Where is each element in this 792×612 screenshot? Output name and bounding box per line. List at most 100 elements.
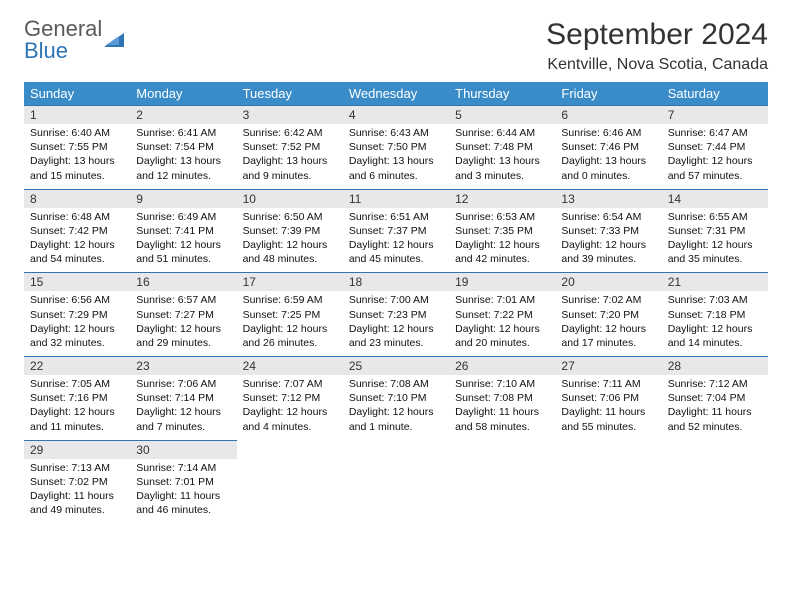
calendar-cell bbox=[343, 440, 449, 523]
detail-line: Sunrise: 6:47 AM bbox=[668, 126, 762, 140]
day-number: 29 bbox=[24, 441, 130, 459]
day-details: Sunrise: 7:10 AMSunset: 7:08 PMDaylight:… bbox=[449, 375, 555, 440]
detail-line: Sunrise: 7:12 AM bbox=[668, 377, 762, 391]
weekday-header-row: SundayMondayTuesdayWednesdayThursdayFrid… bbox=[24, 82, 768, 106]
detail-line: Sunrise: 7:00 AM bbox=[349, 293, 443, 307]
day-details: Sunrise: 7:11 AMSunset: 7:06 PMDaylight:… bbox=[555, 375, 661, 440]
detail-line: Daylight: 12 hours bbox=[136, 405, 230, 419]
detail-line: Sunrise: 7:06 AM bbox=[136, 377, 230, 391]
calendar-cell: 24Sunrise: 7:07 AMSunset: 7:12 PMDayligh… bbox=[237, 357, 343, 441]
month-title: September 2024 bbox=[546, 18, 768, 52]
calendar-cell: 26Sunrise: 7:10 AMSunset: 7:08 PMDayligh… bbox=[449, 357, 555, 441]
detail-line: Sunrise: 7:10 AM bbox=[455, 377, 549, 391]
day-details: Sunrise: 6:55 AMSunset: 7:31 PMDaylight:… bbox=[662, 208, 768, 273]
logo-text-blue: Blue bbox=[24, 40, 102, 62]
detail-line: Daylight: 11 hours bbox=[30, 489, 124, 503]
day-number: 6 bbox=[555, 106, 661, 124]
detail-line: Sunset: 7:08 PM bbox=[455, 391, 549, 405]
calendar-cell: 27Sunrise: 7:11 AMSunset: 7:06 PMDayligh… bbox=[555, 357, 661, 441]
day-details: Sunrise: 6:56 AMSunset: 7:29 PMDaylight:… bbox=[24, 291, 130, 356]
detail-line: Sunset: 7:54 PM bbox=[136, 140, 230, 154]
calendar-cell: 9Sunrise: 6:49 AMSunset: 7:41 PMDaylight… bbox=[130, 189, 236, 273]
detail-line: Sunrise: 6:57 AM bbox=[136, 293, 230, 307]
calendar-cell bbox=[237, 440, 343, 523]
day-details: Sunrise: 6:50 AMSunset: 7:39 PMDaylight:… bbox=[237, 208, 343, 273]
day-details: Sunrise: 6:49 AMSunset: 7:41 PMDaylight:… bbox=[130, 208, 236, 273]
day-details: Sunrise: 7:08 AMSunset: 7:10 PMDaylight:… bbox=[343, 375, 449, 440]
detail-line: and 3 minutes. bbox=[455, 169, 549, 183]
day-number: 23 bbox=[130, 357, 236, 375]
detail-line: Sunset: 7:41 PM bbox=[136, 224, 230, 238]
detail-line: Sunset: 7:55 PM bbox=[30, 140, 124, 154]
day-details: Sunrise: 7:01 AMSunset: 7:22 PMDaylight:… bbox=[449, 291, 555, 356]
detail-line: Sunrise: 7:14 AM bbox=[136, 461, 230, 475]
detail-line: Daylight: 12 hours bbox=[243, 322, 337, 336]
day-number: 20 bbox=[555, 273, 661, 291]
detail-line: Daylight: 13 hours bbox=[455, 154, 549, 168]
calendar-cell: 20Sunrise: 7:02 AMSunset: 7:20 PMDayligh… bbox=[555, 273, 661, 357]
detail-line: and 4 minutes. bbox=[243, 420, 337, 434]
calendar-cell: 25Sunrise: 7:08 AMSunset: 7:10 PMDayligh… bbox=[343, 357, 449, 441]
detail-line: and 17 minutes. bbox=[561, 336, 655, 350]
detail-line: Daylight: 12 hours bbox=[455, 322, 549, 336]
logo-triangle-icon bbox=[104, 33, 124, 47]
day-details: Sunrise: 6:48 AMSunset: 7:42 PMDaylight:… bbox=[24, 208, 130, 273]
calendar-cell: 15Sunrise: 6:56 AMSunset: 7:29 PMDayligh… bbox=[24, 273, 130, 357]
calendar-cell: 19Sunrise: 7:01 AMSunset: 7:22 PMDayligh… bbox=[449, 273, 555, 357]
detail-line: Sunrise: 6:56 AM bbox=[30, 293, 124, 307]
detail-line: Sunset: 7:06 PM bbox=[561, 391, 655, 405]
detail-line: Sunrise: 6:46 AM bbox=[561, 126, 655, 140]
detail-line: Sunset: 7:22 PM bbox=[455, 308, 549, 322]
calendar-cell: 1Sunrise: 6:40 AMSunset: 7:55 PMDaylight… bbox=[24, 106, 130, 190]
detail-line: Daylight: 13 hours bbox=[349, 154, 443, 168]
detail-line: Daylight: 12 hours bbox=[30, 405, 124, 419]
detail-line: Sunrise: 7:05 AM bbox=[30, 377, 124, 391]
day-number: 24 bbox=[237, 357, 343, 375]
detail-line: Sunset: 7:48 PM bbox=[455, 140, 549, 154]
calendar-cell: 13Sunrise: 6:54 AMSunset: 7:33 PMDayligh… bbox=[555, 189, 661, 273]
detail-line: Sunrise: 7:13 AM bbox=[30, 461, 124, 475]
detail-line: and 29 minutes. bbox=[136, 336, 230, 350]
detail-line: Sunset: 7:16 PM bbox=[30, 391, 124, 405]
logo: General Blue bbox=[24, 18, 124, 62]
detail-line: Daylight: 13 hours bbox=[30, 154, 124, 168]
detail-line: and 6 minutes. bbox=[349, 169, 443, 183]
detail-line: Sunrise: 6:53 AM bbox=[455, 210, 549, 224]
day-details: Sunrise: 6:42 AMSunset: 7:52 PMDaylight:… bbox=[237, 124, 343, 189]
calendar-cell: 23Sunrise: 7:06 AMSunset: 7:14 PMDayligh… bbox=[130, 357, 236, 441]
detail-line: Sunset: 7:50 PM bbox=[349, 140, 443, 154]
detail-line: Sunset: 7:25 PM bbox=[243, 308, 337, 322]
detail-line: Sunrise: 7:02 AM bbox=[561, 293, 655, 307]
calendar-cell: 28Sunrise: 7:12 AMSunset: 7:04 PMDayligh… bbox=[662, 357, 768, 441]
detail-line: Daylight: 12 hours bbox=[243, 405, 337, 419]
detail-line: Sunset: 7:42 PM bbox=[30, 224, 124, 238]
calendar-cell: 6Sunrise: 6:46 AMSunset: 7:46 PMDaylight… bbox=[555, 106, 661, 190]
calendar-cell bbox=[555, 440, 661, 523]
detail-line: and 1 minute. bbox=[349, 420, 443, 434]
weekday-header: Thursday bbox=[449, 82, 555, 106]
weekday-header: Monday bbox=[130, 82, 236, 106]
calendar-cell: 2Sunrise: 6:41 AMSunset: 7:54 PMDaylight… bbox=[130, 106, 236, 190]
day-number: 10 bbox=[237, 190, 343, 208]
detail-line: and 0 minutes. bbox=[561, 169, 655, 183]
detail-line: Sunset: 7:33 PM bbox=[561, 224, 655, 238]
detail-line: Sunset: 7:39 PM bbox=[243, 224, 337, 238]
calendar-cell: 5Sunrise: 6:44 AMSunset: 7:48 PMDaylight… bbox=[449, 106, 555, 190]
detail-line: Sunset: 7:46 PM bbox=[561, 140, 655, 154]
day-number: 25 bbox=[343, 357, 449, 375]
detail-line: Sunset: 7:23 PM bbox=[349, 308, 443, 322]
detail-line: Daylight: 12 hours bbox=[136, 238, 230, 252]
detail-line: Sunset: 7:10 PM bbox=[349, 391, 443, 405]
calendar-cell: 16Sunrise: 6:57 AMSunset: 7:27 PMDayligh… bbox=[130, 273, 236, 357]
detail-line: Daylight: 11 hours bbox=[668, 405, 762, 419]
calendar-cell: 30Sunrise: 7:14 AMSunset: 7:01 PMDayligh… bbox=[130, 440, 236, 523]
detail-line: Daylight: 12 hours bbox=[455, 238, 549, 252]
day-number: 30 bbox=[130, 441, 236, 459]
title-block: September 2024 Kentville, Nova Scotia, C… bbox=[546, 18, 768, 74]
detail-line: and 9 minutes. bbox=[243, 169, 337, 183]
day-number: 21 bbox=[662, 273, 768, 291]
detail-line: and 55 minutes. bbox=[561, 420, 655, 434]
header: General Blue September 2024 Kentville, N… bbox=[24, 18, 768, 74]
calendar-week-row: 22Sunrise: 7:05 AMSunset: 7:16 PMDayligh… bbox=[24, 357, 768, 441]
day-details: Sunrise: 6:51 AMSunset: 7:37 PMDaylight:… bbox=[343, 208, 449, 273]
